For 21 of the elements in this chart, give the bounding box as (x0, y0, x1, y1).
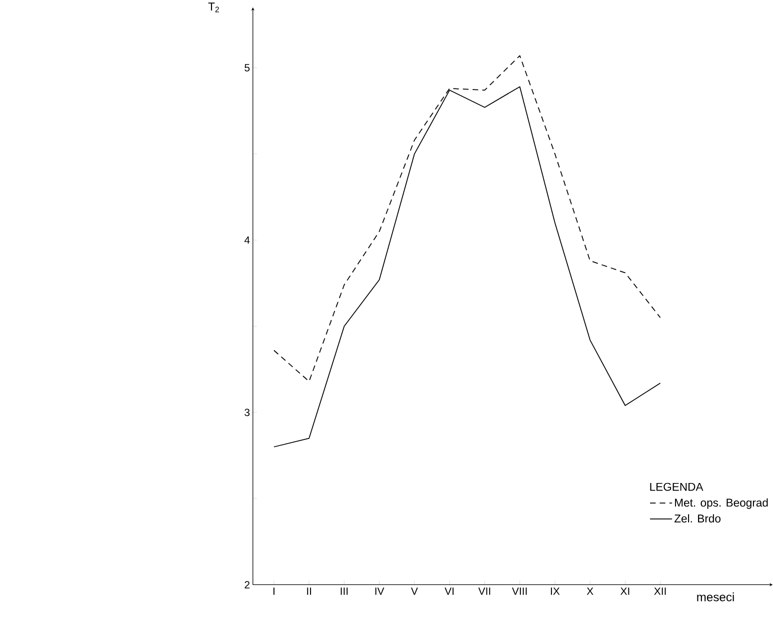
legend-title: LEGENDA (650, 482, 704, 491)
x-tick-label: VI (444, 588, 454, 595)
legend-label: Met. ops. Beograd (675, 498, 768, 509)
x-tick-label: VIII (512, 588, 527, 595)
y-tick-label: 5 (244, 64, 250, 72)
y-tick-label: 3 (244, 408, 250, 416)
x-tick-label: IX (550, 588, 560, 595)
legend-label: Zel. Brdo (674, 514, 721, 522)
x-axis-title: meseci (697, 592, 734, 602)
y-axis-title: T$_{2}$ (208, 2, 219, 12)
y-tick-label: 2 (244, 581, 250, 588)
x-tick-label: IV (375, 588, 384, 595)
x-tick-label: III (340, 588, 348, 595)
x-tick-label: XII (654, 588, 666, 595)
x-tick-label: I (273, 588, 274, 595)
x-tick-label: V (410, 588, 418, 595)
y-tick-label: 4 (244, 236, 250, 244)
x-tick-label: II (307, 588, 312, 595)
x-tick-label: VII (478, 588, 490, 595)
x-tick-label: XI (620, 588, 630, 595)
x-tick-label: X (586, 588, 594, 595)
